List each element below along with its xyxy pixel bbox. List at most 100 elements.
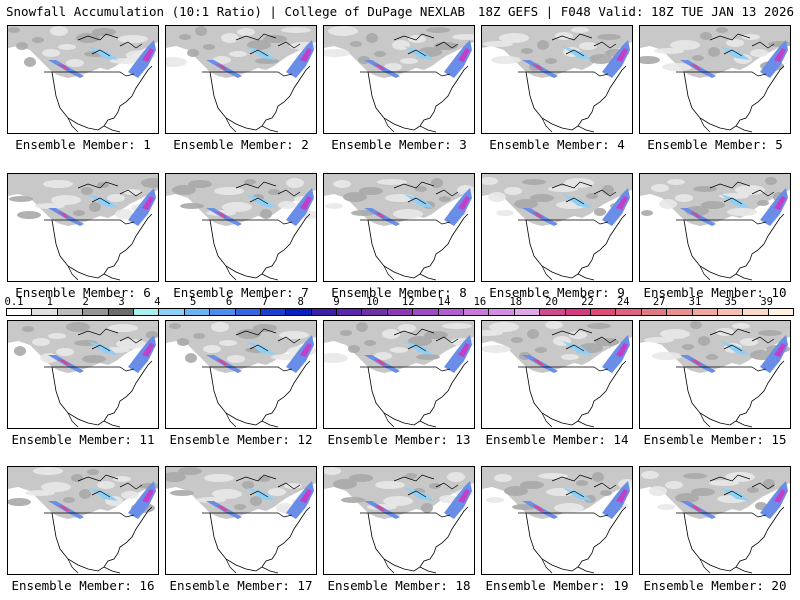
ensemble-panel[interactable]: Ensemble Member: 11: [7, 320, 159, 447]
snow-band-central: [404, 46, 434, 60]
snow-band-heavy-east: [300, 343, 312, 357]
snowfall-map: [323, 466, 475, 575]
snowfall-map: [323, 25, 475, 134]
snowfall-map: [323, 173, 475, 282]
snow-patch: [32, 37, 44, 43]
colorbar-label: 22: [581, 296, 594, 308]
colorbar-swatch: [184, 309, 211, 315]
snow-patch: [382, 329, 400, 339]
mexico-coast: [383, 558, 437, 574]
snow-patch: [180, 203, 204, 209]
ensemble-panel[interactable]: Ensemble Member: 9: [481, 173, 633, 300]
snow-patch: [561, 354, 579, 360]
us-canada-border: [202, 512, 293, 518]
snow-patch: [491, 56, 521, 64]
snow-patch: [511, 337, 523, 343]
snow-patch: [489, 322, 519, 332]
snow-patch: [79, 489, 91, 499]
snow-patch: [600, 490, 612, 496]
snow-patch: [229, 51, 247, 57]
us-canada-border: [202, 219, 293, 225]
snow-band-central: [720, 46, 750, 60]
snow-band-central: [404, 341, 434, 355]
title-right: 18Z GEFS | F048 Valid: 18Z TUE JAN 13 20…: [477, 4, 794, 19]
ensemble-panel[interactable]: Ensemble Member: 14: [481, 320, 633, 447]
ensemble-panel[interactable]: Ensemble Member: 18: [323, 466, 475, 593]
snow-patch: [203, 44, 215, 50]
snow-band-heavy-east: [458, 48, 470, 62]
snow-band-heavy-east: [458, 489, 470, 503]
snow-band-central: [562, 341, 592, 355]
ensemble-panel[interactable]: Ensemble Member: 13: [323, 320, 475, 447]
ensemble-panel[interactable]: Ensemble Member: 1: [7, 25, 159, 152]
snow-band-heavy-east: [142, 196, 154, 210]
snow-patch: [496, 210, 514, 216]
ensemble-panel[interactable]: Ensemble Member: 10: [639, 173, 791, 300]
snow-patch: [237, 28, 255, 36]
canada-coastline: [551, 328, 617, 352]
ensemble-member-label: Ensemble Member: 3: [331, 137, 467, 152]
snow-patch: [504, 486, 528, 496]
colorbar-label: 2: [82, 296, 89, 308]
mexico-coast: [67, 558, 121, 574]
snow-patch: [447, 472, 465, 482]
snow-patch: [268, 189, 280, 195]
coastline: [367, 506, 469, 572]
snow-band-heavy-east: [142, 489, 154, 503]
ensemble-panel[interactable]: Ensemble Member: 20: [639, 466, 791, 593]
us-canada-border: [676, 71, 767, 77]
mexico-coast: [699, 412, 753, 428]
us-canada-border: [360, 366, 451, 372]
snow-patch: [268, 488, 286, 496]
ensemble-panel[interactable]: Ensemble Member: 12: [165, 320, 317, 447]
ensemble-panel[interactable]: Ensemble Member: 3: [323, 25, 475, 152]
ensemble-panel[interactable]: Ensemble Member: 5: [639, 25, 791, 152]
colorbar-label: 16: [473, 296, 487, 308]
snow-patch: [71, 474, 83, 482]
ensemble-panel[interactable]: Ensemble Member: 6: [7, 173, 159, 300]
colorbar-label: 10: [366, 296, 379, 308]
colorbar-swatch: [362, 309, 388, 315]
colorbar-swatch: [768, 309, 794, 315]
snow-patch: [408, 336, 432, 346]
snow-cover-canada: [482, 174, 632, 226]
ensemble-panel[interactable]: Ensemble Member: 7: [165, 173, 317, 300]
ensemble-panel[interactable]: Ensemble Member: 17: [165, 466, 317, 593]
colorbar-swatch: [286, 309, 312, 315]
canada-coastline: [709, 474, 775, 498]
colorbar-label: 5: [190, 296, 197, 308]
snow-patch: [667, 179, 685, 185]
snow-patch: [442, 323, 472, 329]
mexico-coast: [699, 558, 753, 574]
snow-patch: [87, 469, 99, 475]
coastline: [209, 65, 311, 131]
snow-patch: [698, 336, 710, 346]
coastline: [209, 506, 311, 572]
us-canada-border: [202, 71, 293, 77]
snow-patch: [234, 504, 246, 510]
snow-patch: [742, 34, 760, 40]
colorbar-swatch: [311, 309, 338, 315]
snow-patch: [735, 185, 765, 195]
ensemble-panel[interactable]: Ensemble Member: 2: [165, 25, 317, 152]
snow-band-heavy-east: [616, 489, 628, 503]
ensemble-panel[interactable]: Ensemble Member: 8: [323, 173, 475, 300]
snow-patch: [356, 322, 368, 332]
canada-coastline: [709, 181, 775, 205]
colorbar-label: 6: [225, 296, 233, 308]
snow-patch: [258, 476, 270, 482]
snow-patch: [569, 331, 587, 339]
ensemble-panel[interactable]: Ensemble Member: 19: [481, 466, 633, 593]
snow-cover-canada: [166, 321, 316, 373]
us-canada-border: [360, 512, 451, 518]
snow-band-heavy-east: [142, 48, 154, 62]
snow-band-heavy-west: [216, 505, 228, 511]
ensemble-panel[interactable]: Ensemble Member: 15: [639, 320, 791, 447]
snow-patch: [706, 354, 718, 360]
snow-patch: [424, 331, 448, 339]
canada-coastline: [235, 328, 301, 352]
ensemble-panel[interactable]: Ensemble Member: 16: [7, 466, 159, 593]
mexico-coast: [67, 265, 121, 281]
colorbar-swatch: [387, 309, 414, 315]
ensemble-panel[interactable]: Ensemble Member: 4: [481, 25, 633, 152]
